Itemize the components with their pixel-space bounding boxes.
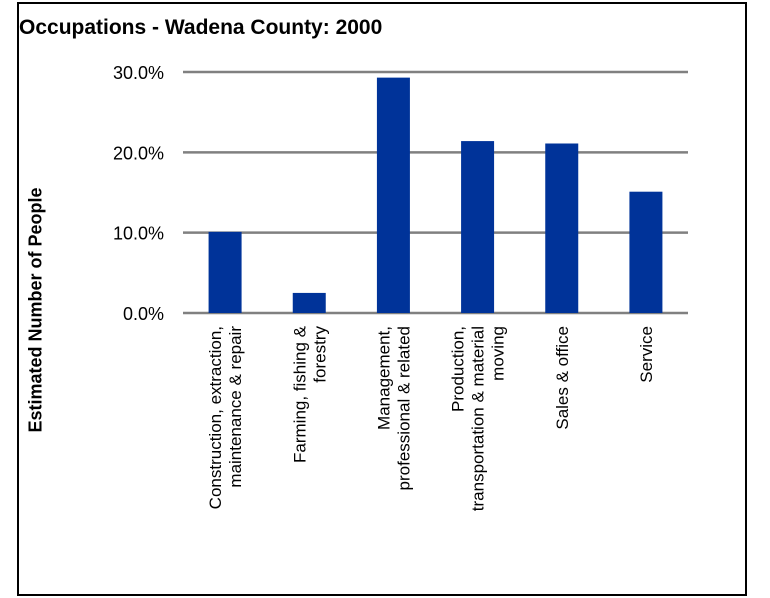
bar [208,231,242,313]
x-tick-label: Service [637,326,656,383]
x-category-labels: Construction, extraction,maintenance & r… [206,325,656,511]
x-tick-label: Sales & office [553,326,572,430]
y-tick-label: 20.0% [113,143,164,163]
bar [376,77,410,313]
y-tick-label: 10.0% [113,224,164,244]
x-tick-label: Farming, fishing &forestry [290,325,329,463]
svg-text:Construction, extraction,maint: Construction, extraction,maintenance & r… [206,326,245,510]
bar [629,191,663,313]
bar [292,292,326,313]
y-tick-label: 0.0% [123,304,164,324]
svg-text:Sales & office: Sales & office [553,326,572,430]
bars [208,77,663,313]
x-tick-label: Production,transportation & materialmovi… [449,326,508,511]
gridlines [183,70,688,315]
svg-text:Farming, fishing &forestry: Farming, fishing &forestry [290,325,329,463]
y-tick-label: 30.0% [113,63,164,83]
x-tick-label: Construction, extraction,maintenance & r… [206,326,245,510]
x-tick-label: Management,professional & related [374,326,413,490]
bar [545,143,579,313]
chart-title: Occupations - Wadena County: 2000 [19,16,383,39]
bar [461,141,495,313]
y-tick-labels: 0.0% 10.0% 20.0% 30.0% [113,63,164,324]
svg-text:Service: Service [637,326,656,383]
svg-text:Production,transportation & ma: Production,transportation & materialmovi… [449,326,508,511]
svg-text:Management,professional & rela: Management,professional & related [374,326,413,490]
